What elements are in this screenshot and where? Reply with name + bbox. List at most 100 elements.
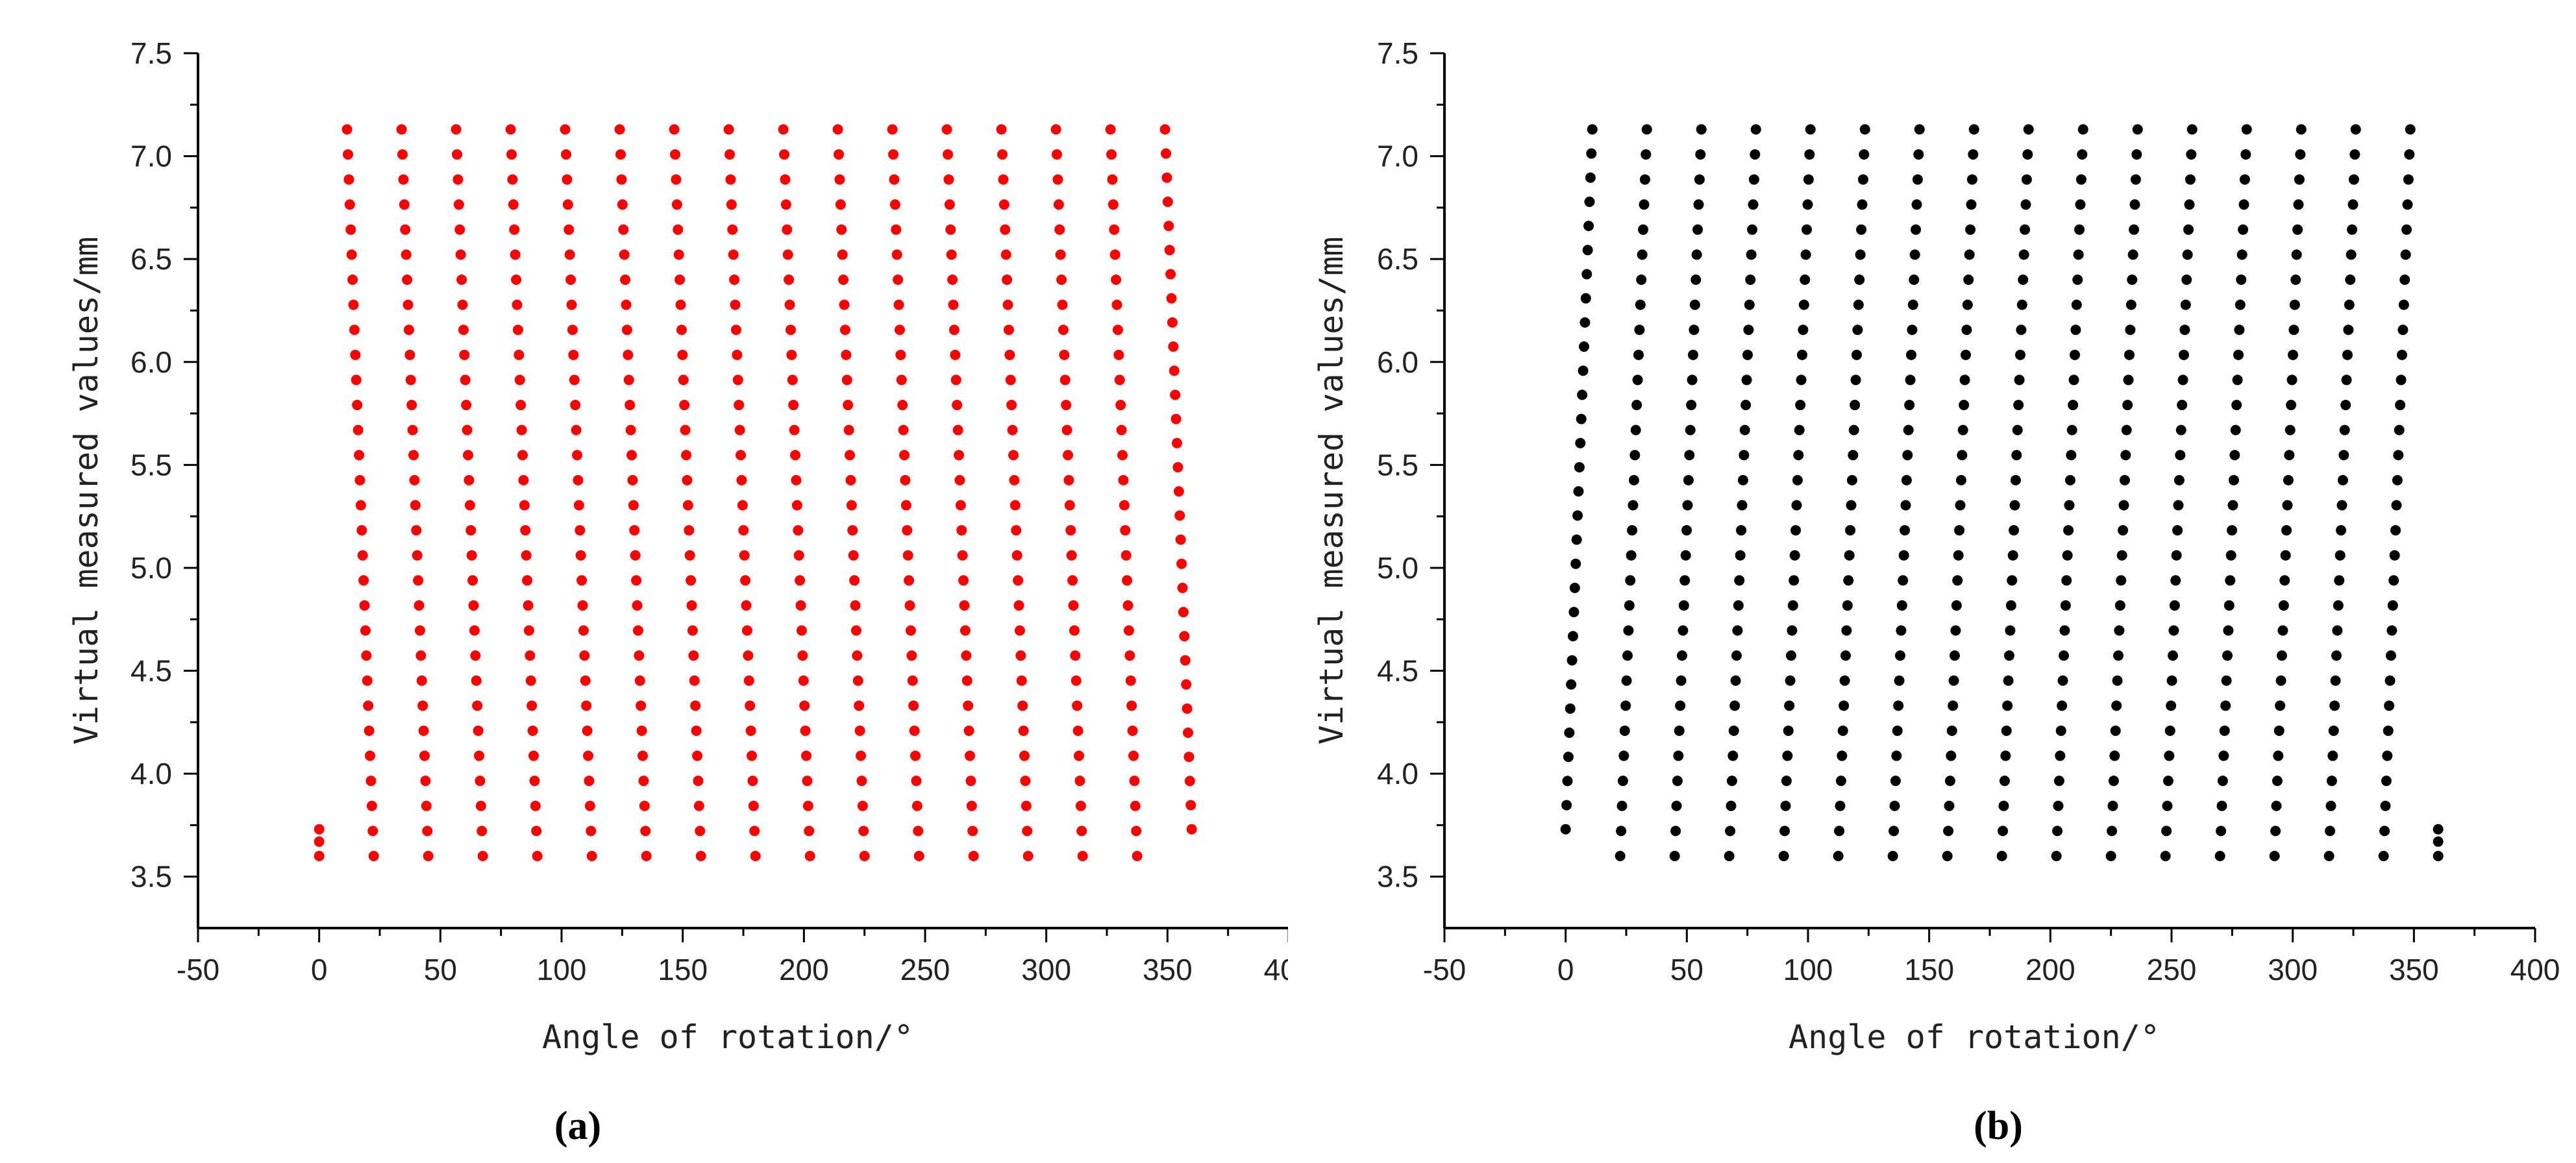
data-point [802,776,813,787]
data-point [1804,149,1815,160]
data-point [1892,725,1903,736]
data-point [1856,224,1867,235]
data-point [2007,550,2018,561]
data-point [2123,374,2134,386]
data-point [1955,500,1966,511]
data-point [904,575,915,586]
data-point [1796,349,1807,360]
data-point [1162,196,1173,207]
data-point [1126,700,1137,711]
data-point [1670,826,1681,837]
data-point [1893,700,1904,711]
data-point [734,424,745,435]
data-point [2219,725,2230,736]
data-point [1616,800,1628,811]
data-point [1737,474,1748,485]
data-point [902,525,913,536]
data-point [2270,826,2281,837]
data-point [349,324,360,336]
data-point [1064,500,1075,511]
data-point [2022,149,2033,160]
data-point [2129,224,2140,235]
data-point [1748,199,1759,210]
data-point [518,474,529,485]
data-point [676,324,687,336]
data-point [2397,324,2409,336]
x-tick-label: 0 [311,953,328,986]
data-point [1641,124,1652,135]
data-point [2021,174,2032,185]
data-point [736,450,747,461]
data-point [1778,850,1789,861]
data-point [1841,625,1852,636]
data-point [2227,500,2238,511]
data-point [2003,675,2014,686]
data-point [2336,500,2347,511]
data-point [1949,650,1960,661]
data-point [1803,174,1814,185]
data-point [415,650,427,661]
data-point [2186,149,2197,160]
data-point [1072,725,1084,736]
data-point [2271,800,2282,811]
data-point [2055,725,2066,736]
data-point [1000,224,1011,235]
data-point [1844,550,1855,561]
data-point [2333,600,2344,611]
data-point [848,550,859,561]
data-point [838,275,849,286]
data-point [734,400,745,411]
data-point [1178,607,1189,618]
data-point [1946,750,1957,761]
data-point [505,124,516,135]
data-point [889,174,900,185]
data-point [561,149,572,160]
data-point [2114,625,2125,636]
data-point [2225,575,2236,586]
data-point [1962,299,1973,310]
data-point [618,224,629,235]
data-point [2272,776,2283,787]
data-point [2023,124,2034,135]
data-point [2399,275,2410,286]
data-point [750,850,761,861]
data-point [1687,374,1698,386]
data-point [573,500,584,511]
data-point [2130,174,2141,185]
data-point [473,725,484,736]
data-point [1952,575,1963,586]
data-point [1578,365,1589,376]
data-point [1022,826,1033,837]
data-point [2110,725,2121,736]
data-point [1735,550,1746,561]
data-point [1161,148,1172,159]
data-point [1782,750,1793,761]
data-point [1105,124,1116,135]
data-point [2007,575,2018,586]
data-point [512,324,523,336]
data-point [834,174,845,185]
data-point [1790,525,1802,536]
data-point [1631,400,1642,411]
data-point [1678,625,1689,636]
data-point [1021,800,1032,811]
y-tick-label: 7.5 [1377,36,1418,70]
data-point [348,299,359,310]
data-point [619,249,630,260]
data-point [2278,600,2289,611]
data-point [1622,650,1633,661]
data-point [1011,525,1022,536]
data-point [1066,550,1077,561]
data-point [782,249,793,260]
data-point [1013,600,1024,611]
data-point [1682,500,1693,511]
data-point [2323,850,2334,861]
data-point [470,650,481,661]
data-point [1959,400,1970,411]
data-point [1061,400,1072,411]
data-point [402,299,414,310]
data-point [2286,374,2297,386]
data-point [680,424,691,435]
data-point [856,750,867,761]
data-point [462,424,473,435]
